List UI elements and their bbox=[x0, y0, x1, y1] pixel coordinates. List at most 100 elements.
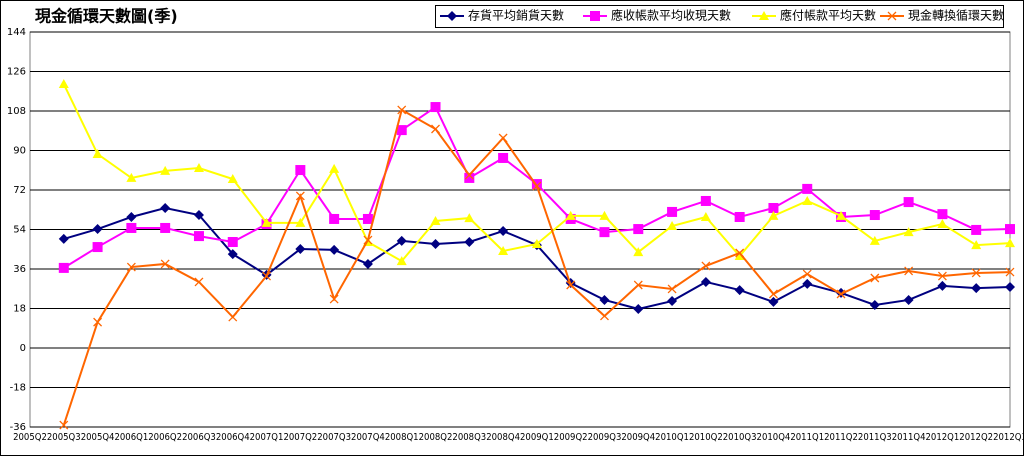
marker bbox=[971, 283, 982, 294]
marker bbox=[937, 271, 947, 281]
marker bbox=[599, 294, 610, 305]
marker bbox=[734, 211, 745, 222]
marker bbox=[802, 195, 813, 205]
marker bbox=[590, 11, 600, 21]
marker bbox=[362, 258, 373, 269]
x-tick-label: 2007Q1 bbox=[250, 432, 284, 443]
legend-label: 應收帳款平均收現天數 bbox=[611, 8, 731, 23]
marker bbox=[397, 105, 407, 115]
x-tick-label: 2010Q4 bbox=[757, 432, 791, 443]
marker bbox=[667, 206, 678, 217]
marker bbox=[464, 172, 475, 183]
marker bbox=[431, 124, 440, 134]
marker bbox=[1005, 224, 1015, 235]
marker bbox=[768, 289, 778, 299]
marker bbox=[464, 237, 475, 248]
x-tick-label: 2008Q2 bbox=[419, 432, 453, 443]
marker bbox=[599, 210, 610, 220]
marker bbox=[633, 224, 644, 235]
x-tick-label: 2011Q3 bbox=[858, 432, 892, 443]
y-tick-label: 144 bbox=[7, 27, 26, 38]
marker bbox=[92, 242, 103, 253]
x-tick-label: 2012Q3 bbox=[993, 432, 1024, 443]
marker bbox=[430, 238, 441, 249]
marker bbox=[498, 246, 509, 256]
marker bbox=[971, 224, 982, 235]
marker bbox=[1005, 238, 1015, 248]
marker bbox=[227, 249, 238, 260]
marker bbox=[768, 202, 779, 213]
x-tick-label: 2008Q3 bbox=[452, 432, 486, 443]
marker bbox=[700, 276, 711, 287]
marker bbox=[566, 280, 576, 290]
x-tick-label: 2009Q2 bbox=[554, 432, 588, 443]
marker bbox=[802, 269, 812, 279]
x-tick-label: 2010Q2 bbox=[689, 432, 723, 443]
marker bbox=[633, 280, 643, 290]
marker bbox=[160, 202, 171, 213]
marker bbox=[735, 248, 745, 258]
marker bbox=[92, 224, 103, 235]
marker bbox=[193, 231, 204, 242]
x-tick-label: 2011Q4 bbox=[892, 432, 926, 443]
legend-label: 存貨平均銷貨天數 bbox=[468, 8, 564, 23]
marker bbox=[971, 268, 981, 278]
marker bbox=[193, 163, 204, 173]
marker bbox=[531, 179, 542, 190]
marker bbox=[58, 262, 69, 273]
marker bbox=[802, 278, 813, 289]
marker bbox=[937, 280, 948, 291]
marker bbox=[667, 220, 678, 230]
y-tick-label: 126 bbox=[7, 67, 26, 78]
marker bbox=[363, 235, 373, 245]
marker bbox=[295, 165, 306, 176]
marker bbox=[329, 213, 340, 224]
y-tick-label: 18 bbox=[13, 304, 26, 315]
marker bbox=[59, 420, 69, 430]
marker bbox=[937, 219, 948, 229]
x-tick-label: 2007Q2 bbox=[283, 432, 317, 443]
marker bbox=[667, 296, 678, 307]
marker bbox=[126, 262, 136, 272]
marker bbox=[464, 170, 474, 180]
x-tick-label: 2009Q3 bbox=[588, 432, 622, 443]
x-tick-label: 2009Q4 bbox=[621, 432, 655, 443]
marker bbox=[126, 172, 137, 182]
marker bbox=[768, 296, 779, 307]
marker bbox=[836, 289, 846, 299]
marker bbox=[498, 226, 509, 237]
x-tick-label: 2012Q2 bbox=[959, 432, 993, 443]
marker bbox=[430, 102, 441, 113]
marker bbox=[498, 152, 509, 163]
marker bbox=[903, 294, 914, 305]
marker bbox=[295, 244, 306, 255]
marker bbox=[869, 299, 880, 310]
marker bbox=[396, 125, 407, 136]
x-tick-label: 2006Q3 bbox=[182, 432, 216, 443]
x-tick-label: 2010Q1 bbox=[655, 432, 689, 443]
marker bbox=[227, 174, 238, 184]
legend-label: 現金轉換循環天數 bbox=[908, 8, 1004, 23]
chart-title: 現金循環天數圖(季) bbox=[35, 7, 178, 26]
y-tick-label: 72 bbox=[13, 185, 26, 196]
marker bbox=[802, 183, 813, 194]
marker bbox=[58, 79, 69, 89]
y-tick-label: 54 bbox=[13, 225, 26, 236]
marker bbox=[262, 271, 272, 281]
marker bbox=[194, 277, 204, 287]
marker bbox=[228, 312, 238, 322]
x-tick-label: 2010Q3 bbox=[723, 432, 757, 443]
marker bbox=[903, 197, 914, 208]
marker bbox=[734, 251, 745, 261]
marker bbox=[193, 210, 204, 221]
marker bbox=[565, 210, 576, 220]
marker bbox=[600, 311, 609, 321]
y-tick-label: 0 bbox=[20, 343, 26, 354]
marker bbox=[464, 213, 475, 223]
x-tick-label: 2005Q3 bbox=[47, 432, 81, 443]
y-tick-label: 36 bbox=[13, 264, 26, 275]
marker bbox=[531, 238, 542, 248]
marker bbox=[126, 211, 137, 222]
marker bbox=[498, 133, 508, 143]
